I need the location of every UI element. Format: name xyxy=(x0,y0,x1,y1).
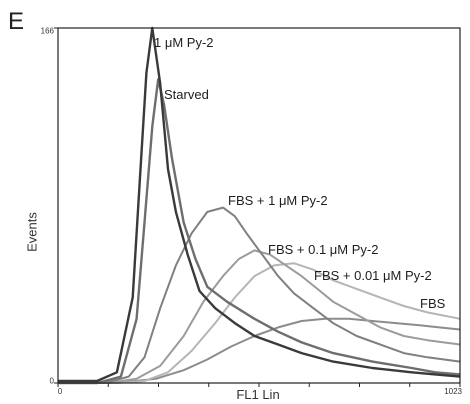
curve-label-fbs-0-01um-py2: FBS + 0.01 μM Py-2 xyxy=(314,268,432,283)
x-axis-label: FL1 Lin xyxy=(236,387,280,402)
panel-label: E xyxy=(8,8,25,35)
histogram-curves xyxy=(58,26,461,385)
series-line-4 xyxy=(58,262,461,384)
series-line-2 xyxy=(58,206,461,384)
series-line-0 xyxy=(58,26,461,383)
x-tick-label-max: 1023 xyxy=(444,387,462,396)
curve-label-fbs-0-1um-py2: FBS + 0.1 μM Py-2 xyxy=(268,242,379,257)
curve-label-1um-py2: 1 μM Py-2 xyxy=(154,35,214,50)
curve-label-fbs: FBS xyxy=(420,296,446,311)
series-line-1 xyxy=(58,78,461,385)
x-tick-label-min: 0 xyxy=(57,387,63,396)
series-line-3 xyxy=(58,249,461,384)
y-tick-label-max: 166 xyxy=(40,26,54,36)
y-axis-label: Events xyxy=(24,212,40,252)
x-axis-minor-ticks xyxy=(54,27,461,387)
curve-label-fbs-1um-py2: FBS + 1 μM Py-2 xyxy=(228,193,328,208)
series-line-5 xyxy=(58,317,461,384)
y-tick-label-min: 0 xyxy=(49,376,54,386)
curve-label-starved: Starved xyxy=(164,87,209,102)
